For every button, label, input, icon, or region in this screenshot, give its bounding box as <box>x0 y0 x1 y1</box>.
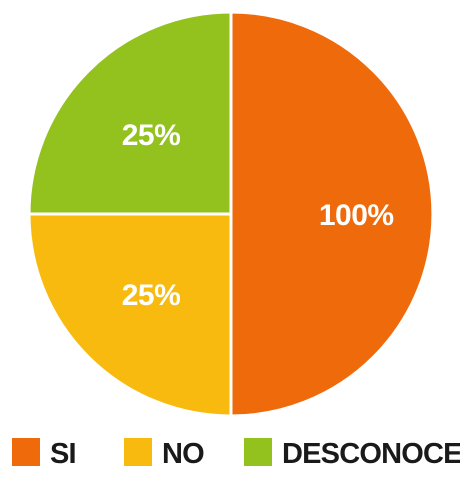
pie-slice-desconoce <box>27 10 233 216</box>
legend-swatch-desconoce <box>244 438 272 466</box>
data-label-desconoce: 25% <box>122 119 181 152</box>
pie-slice-no <box>27 212 233 418</box>
legend-swatch-no <box>124 438 152 466</box>
legend-swatch-si <box>12 438 40 466</box>
legend-label-si: SI <box>50 438 76 470</box>
legend: SI NO DESCONOCE <box>12 438 460 470</box>
data-label-si: 100% <box>319 199 394 232</box>
data-label-no: 25% <box>122 279 181 312</box>
pie-slice-si <box>229 10 435 418</box>
pie-slices <box>27 10 435 418</box>
pie-labels: 100% 25% 25% <box>122 119 394 312</box>
legend-label-no: NO <box>162 438 204 470</box>
legend-label-desconoce: DESCONOCE <box>282 438 460 470</box>
